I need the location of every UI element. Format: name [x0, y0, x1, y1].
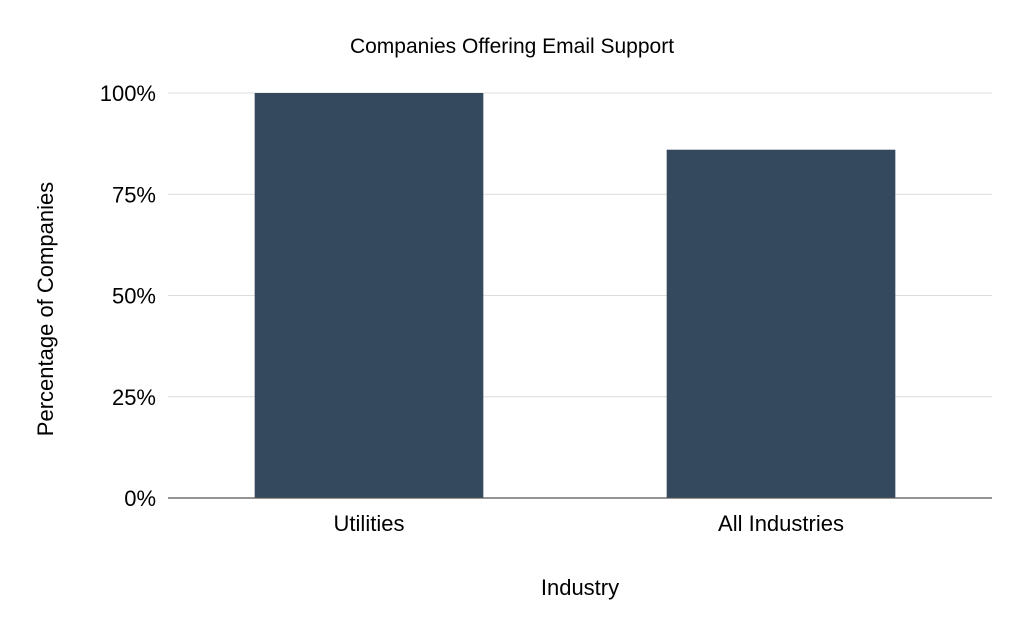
x-tick-label: All Industries	[718, 511, 844, 536]
x-tick-label: Utilities	[334, 511, 405, 536]
y-tick-label: 50%	[112, 284, 156, 309]
y-axis-label: Percentage of Companies	[33, 182, 58, 436]
x-tick-labels: Utilities All Industries	[334, 511, 844, 536]
x-axis-label: Industry	[541, 575, 619, 600]
y-tick-label: 25%	[112, 385, 156, 410]
y-tick-label: 0%	[124, 486, 156, 511]
y-tick-label: 75%	[112, 182, 156, 207]
y-tick-label: 100%	[100, 81, 156, 106]
bar-all-industries	[666, 149, 896, 498]
y-tick-labels: 0% 25% 50% 75% 100%	[100, 81, 156, 511]
chart-title: Companies Offering Email Support	[350, 35, 674, 58]
bar-utilities	[254, 93, 484, 498]
bars	[254, 93, 896, 498]
